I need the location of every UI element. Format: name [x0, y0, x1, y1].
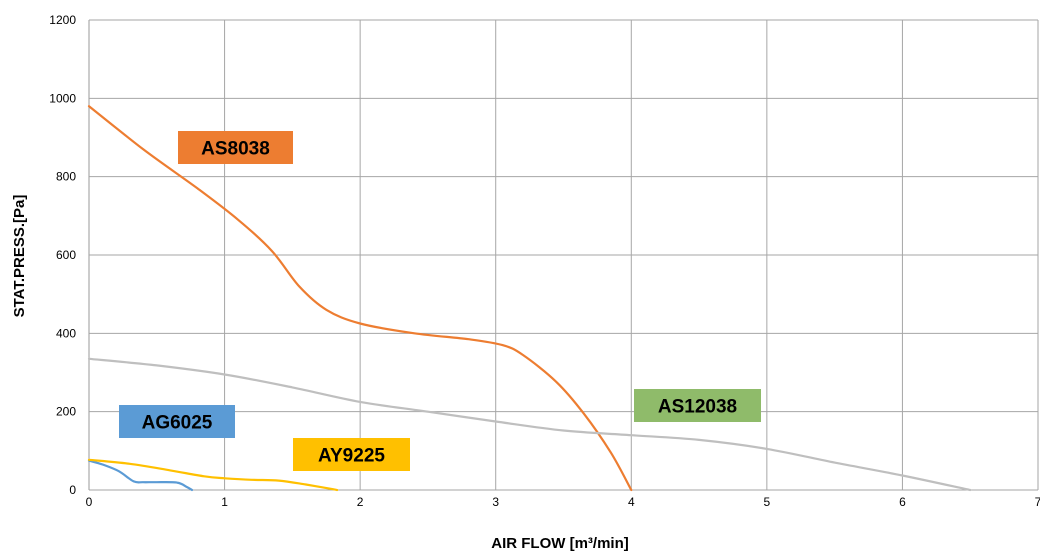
x-tick-label: 6: [899, 495, 906, 509]
grid-lines: [88, 19, 1039, 491]
series-label-box: [119, 405, 235, 438]
series-label-ay9225: AY9225: [293, 438, 410, 471]
y-tick-label: 800: [56, 170, 76, 184]
series-label-text: AS12038: [658, 397, 737, 418]
y-tick-label: 400: [56, 326, 76, 340]
x-tick-label: 2: [357, 495, 364, 509]
x-tick-labels: 0 1 2 3 4 5 6 7: [86, 495, 1040, 509]
y-tick-label: 1000: [49, 91, 76, 105]
series-labels: AS8038 AS12038 AG6025 AY9225: [119, 131, 761, 471]
x-tick-label: 4: [628, 495, 635, 509]
series-curves: [87, 105, 972, 492]
y-tick-label: 1200: [49, 13, 76, 27]
x-tick-label: 1: [221, 495, 228, 509]
series-label-ag6025: AG6025: [119, 405, 235, 438]
series-label-box: [178, 131, 293, 164]
series-label-as12038: AS12038: [634, 389, 761, 422]
y-tick-label: 600: [56, 248, 76, 262]
series-line-as12038: [87, 357, 972, 492]
x-tick-label: 3: [492, 495, 499, 509]
series-line-as8038: [87, 105, 633, 492]
y-tick-label: 0: [69, 483, 76, 497]
series-line-ay9225: [87, 458, 339, 492]
x-tick-label: 7: [1035, 495, 1040, 509]
series-label-text: AY9225: [318, 446, 385, 467]
series-label-box: [293, 438, 410, 471]
x-tick-label: 5: [764, 495, 771, 509]
series-label-text: AG6025: [142, 413, 213, 434]
series-label-as8038: AS8038: [178, 131, 293, 164]
series-label-box: [634, 389, 761, 422]
x-axis-title: AIR FLOW [m³/min]: [491, 535, 628, 552]
y-tick-label: 200: [56, 405, 76, 419]
y-axis-title: STAT.PRESS.[Pa]: [11, 195, 28, 318]
series-label-text: AS8038: [201, 139, 270, 160]
x-tick-label: 0: [86, 495, 93, 509]
y-tick-labels: 0 200 400 600 800 1000 1200: [49, 13, 76, 497]
series-line-ag6025: [87, 459, 194, 492]
